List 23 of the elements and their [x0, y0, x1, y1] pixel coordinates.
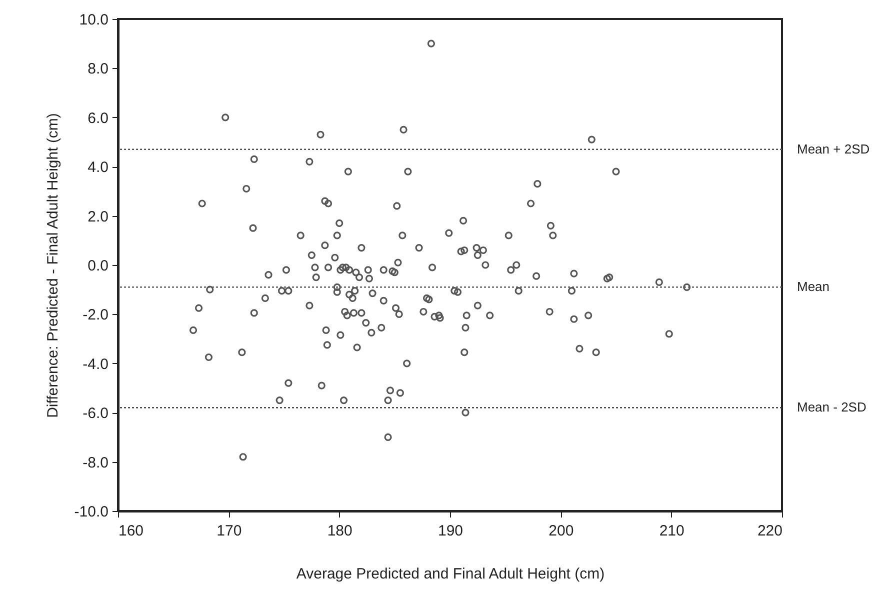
y-tick-label: -8.0 — [82, 454, 108, 472]
y-tick-label: -4.0 — [82, 356, 108, 373]
x-tick-label: 170 — [216, 522, 242, 540]
y-tick-label: -10.0 — [74, 504, 108, 520]
x-tick-label: 180 — [327, 522, 352, 540]
ref-line-label: Mean — [797, 279, 830, 294]
x-tick-label: 190 — [438, 522, 464, 540]
y-tick-label: 6.0 — [88, 110, 108, 127]
x-tick-label: 210 — [659, 522, 684, 540]
y-tick-label: 4.0 — [88, 159, 108, 176]
ref-line-label: Mean - 2SD — [797, 400, 866, 415]
x-axis-title: Average Predicted and Final Adult Height (cm) — [296, 566, 605, 582]
y-tick-label: 2.0 — [88, 208, 108, 226]
x-tick-label: 200 — [548, 522, 574, 540]
y-tick-label: 8.0 — [88, 60, 108, 78]
y-tick-label: 10.0 — [79, 12, 108, 28]
y-tick-label: 0.0 — [88, 258, 108, 274]
x-tick-label: 220 — [757, 522, 782, 540]
y-tick-label: -6.0 — [82, 405, 108, 422]
y-tick-label: -2.0 — [82, 306, 108, 324]
ref-line-label: Mean + 2SD — [797, 141, 870, 156]
x-tick-label: 160 — [118, 522, 144, 540]
y-axis-title: Difference: Predicted - Final Adult Height (cm) — [44, 113, 62, 418]
